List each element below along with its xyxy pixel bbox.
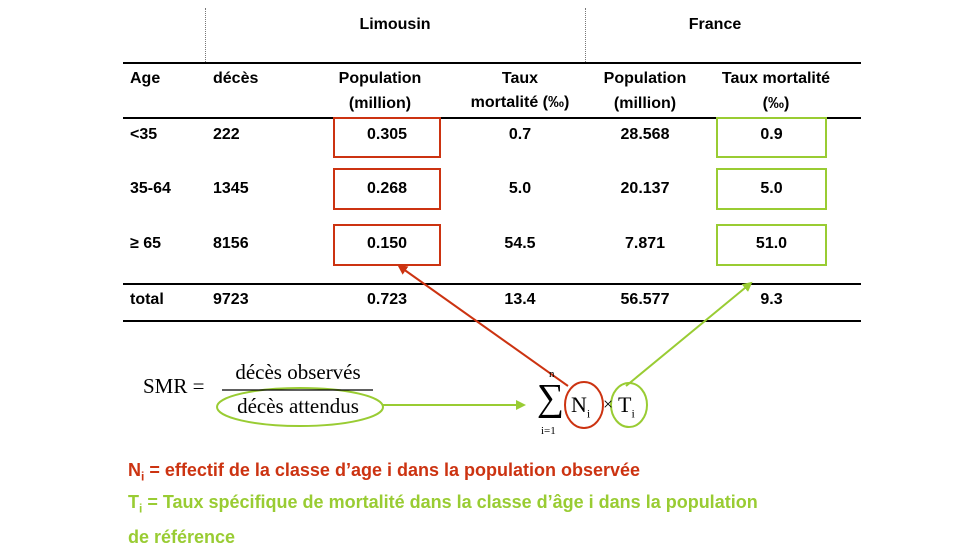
highlight-box-taux-row1 — [716, 117, 827, 158]
header-taux-limousin-2: mortalité (‰) — [470, 94, 570, 111]
row2-taux-limousin: 5.0 — [508, 180, 532, 197]
header-age: Age — [130, 70, 161, 87]
header-taux-limousin-1: Taux — [501, 70, 539, 87]
legend-ti-text-1: = Taux spécifique de mortalité dans la c… — [142, 492, 758, 512]
formula-numerator: décès observés — [235, 360, 361, 384]
formula-denominator: décès attendus — [237, 394, 359, 418]
row3-deces: 8156 — [213, 235, 249, 252]
sum-upper-limit: n — [549, 368, 555, 380]
highlight-box-taux-row2 — [716, 168, 827, 210]
legend-ti-subscript: i — [139, 501, 143, 516]
header-taux-france-1: Taux mortalité — [721, 70, 831, 87]
legend-ni: Ni = effectif de la classe d’age i dans … — [128, 460, 848, 484]
ellipse-deces-attendus — [216, 387, 384, 427]
sum-symbol: ∑ — [537, 377, 565, 419]
ellipse-ni — [564, 381, 604, 429]
arrow-ni-to-population — [397, 264, 569, 387]
highlight-box-pop-row2 — [333, 168, 441, 210]
row3-age: ≥ 65 — [130, 235, 162, 252]
row2-deces: 1345 — [213, 180, 249, 197]
formula-t-letter: T — [618, 392, 632, 417]
row3-taux-limousin: 54.5 — [504, 235, 536, 252]
table-rule-total-top — [123, 283, 861, 285]
row3-population-limousin: 0.150 — [366, 235, 408, 252]
sum-lower-limit: i=1 — [541, 425, 556, 437]
formula-ti: Ti — [618, 392, 635, 421]
formula-ni: Ni — [571, 392, 590, 421]
formula-n-letter: N — [571, 392, 587, 417]
column-divider-left — [205, 8, 206, 64]
row3-population-france: 7.871 — [624, 235, 666, 252]
table-rule-bottom — [123, 320, 861, 322]
highlight-box-pop-row3 — [333, 224, 441, 266]
header-taux-france-2: (‰) — [762, 95, 790, 112]
formula-smr-lhs: SMR = — [143, 374, 205, 398]
formula-t-subscript: i — [631, 406, 635, 421]
ellipse-ti — [610, 382, 648, 428]
row2-taux-france: 5.0 — [760, 180, 783, 197]
column-divider-right — [585, 8, 586, 64]
formula-n-subscript: i — [586, 406, 591, 421]
row1-age: <35 — [130, 126, 158, 143]
legend-ni-subscript: i — [141, 469, 145, 484]
table-rule-top — [123, 62, 861, 64]
highlight-box-pop-row1 — [333, 117, 441, 158]
row2-population-limousin: 0.268 — [366, 180, 408, 197]
legend-ti-text-2: de référence — [128, 526, 236, 547]
highlight-box-taux-row3 — [716, 224, 827, 266]
total-deces: 9723 — [213, 291, 249, 308]
legend-ti: Ti = Taux spécifique de mortalité dans l… — [128, 488, 848, 551]
header-population-france-2: (million) — [613, 95, 677, 112]
row1-deces: 222 — [213, 126, 240, 143]
row1-taux-limousin: 0.7 — [508, 126, 532, 143]
row1-taux-france: 0.9 — [760, 126, 783, 143]
row2-population-france: 20.137 — [620, 180, 670, 197]
row1-population-limousin: 0.305 — [366, 126, 408, 143]
header-population-france-1: Population — [603, 70, 687, 87]
total-age: total — [130, 291, 164, 308]
total-taux-limousin: 13.4 — [504, 291, 536, 308]
row3-taux-france: 51.0 — [755, 235, 788, 252]
table-rule-header — [123, 117, 861, 119]
header-population-limousin-1: Population — [338, 70, 422, 87]
total-taux-france: 9.3 — [760, 291, 783, 308]
header-deces: décès — [213, 70, 259, 87]
group-header-limousin: Limousin — [359, 16, 431, 33]
total-population-france: 56.577 — [620, 291, 670, 308]
arrow-ti-to-taux — [625, 281, 753, 387]
legend-ni-text: = effectif de la classe d’age i dans la … — [144, 460, 641, 480]
formula-times: × — [603, 394, 614, 414]
row1-population-france: 28.568 — [620, 126, 670, 143]
total-population-limousin: 0.723 — [366, 291, 408, 308]
header-population-limousin-2: (million) — [348, 95, 412, 112]
legend-ni-symbol: N — [128, 460, 141, 480]
group-header-france: France — [688, 16, 742, 33]
legend-ti-symbol: T — [128, 492, 139, 512]
row2-age: 35-64 — [130, 180, 171, 197]
